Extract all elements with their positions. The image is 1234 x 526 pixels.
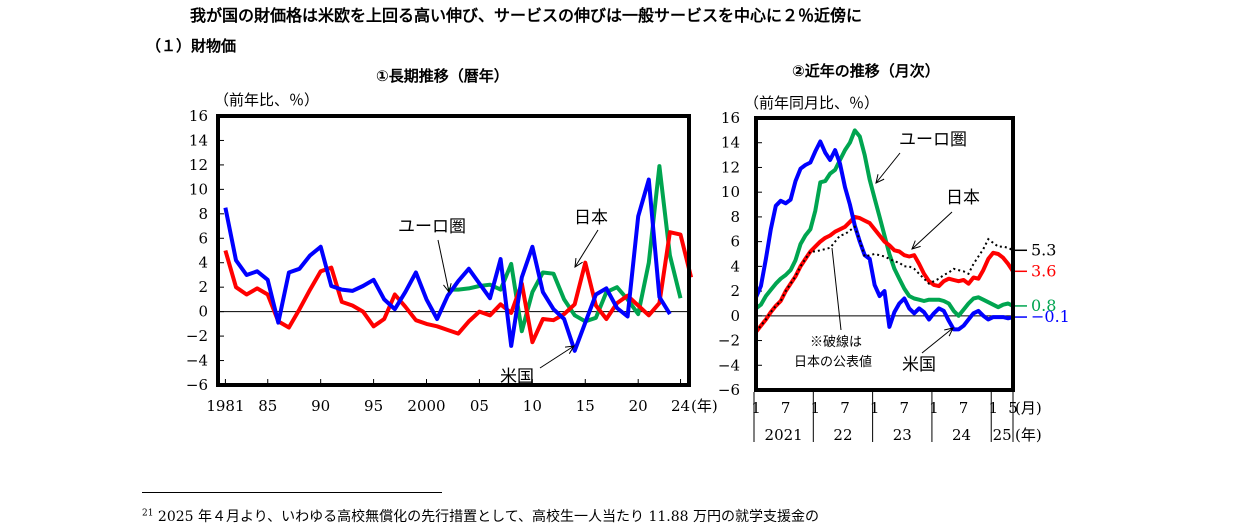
chart1-y-tick-label: 0 <box>198 303 208 321</box>
chart1-unit-label: （前年比、％） <box>214 91 319 109</box>
chart2-y-tick-label: 12 <box>721 158 740 176</box>
chart2-year-label: 25 <box>993 426 1012 444</box>
chart2-latest-label-japan: 3.6 <box>1031 261 1056 280</box>
footnote-text: 2025 年４月より、いわゆる高校無償化の先行措置として、高校生一人当たり 11… <box>157 509 820 525</box>
chart2-y-tick-label: 4 <box>730 257 740 275</box>
chart2-y-tick-label: −2 <box>718 332 740 350</box>
chart2-year-label: 2021 <box>765 426 803 444</box>
chart2-y-tick-label: −4 <box>718 356 740 374</box>
chart1-title: ①長期推移（暦年） <box>376 67 509 85</box>
chart1-frame <box>216 114 691 387</box>
chart1-x-tick-label: 15 <box>576 397 595 415</box>
chart2-japan-arrow <box>911 211 953 250</box>
chart2-month-tick-label: 7 <box>840 399 850 417</box>
chart1-x-unit: (年) <box>691 397 718 415</box>
chart1-y-tick-label: 4 <box>198 254 208 272</box>
chart2-annotation-japan: 日本 <box>946 188 980 208</box>
chart2-month-tick-label: 1 <box>988 399 998 417</box>
chart2-y-tick-label: 16 <box>721 109 740 127</box>
chart1-y-tick-label: 8 <box>198 205 208 223</box>
chart2-annotation-us: 米国 <box>902 355 936 375</box>
chart1-y-tick-label: 2 <box>198 278 208 296</box>
chart1-us-arrow-head <box>565 345 575 354</box>
chart2-month-tick-label: 1 <box>811 399 821 417</box>
chart1-annotation-japan: 日本 <box>574 208 608 228</box>
chart2-us-arrow-head <box>944 327 954 337</box>
chart1-y-tick-label: 10 <box>189 180 208 198</box>
chart1-euro-arrow-head <box>443 283 452 294</box>
chart1-x-tick-label: 05 <box>470 397 489 415</box>
chart2-latest-label-japan_official: 5.3 <box>1031 240 1056 259</box>
footnote-number: 21 <box>142 508 154 519</box>
chart1-japan-arrow <box>574 229 599 268</box>
chart1-x-tick-label: 85 <box>258 397 277 415</box>
chart1-x-tick-label: 24 <box>671 397 690 415</box>
chart2-month-tick-label: 7 <box>781 399 791 417</box>
page-headline: 我が国の財価格は米欧を上回る高い伸び、サービスの伸びは一般サービスを中心に２％近… <box>190 6 863 25</box>
chart1-y-tick-label: 6 <box>198 229 208 247</box>
chart2-month-unit: (月) <box>1015 399 1042 417</box>
chart2-latest-label-euro: 0.8 <box>1031 296 1056 315</box>
section-subhead: （１）財物価 <box>146 37 237 55</box>
footnote-divider <box>142 492 442 493</box>
chart1-series-japan <box>223 230 694 345</box>
chart2-annotation-euro: ユーロ圏 <box>899 130 967 150</box>
chart2-year-unit: (年) <box>1015 426 1042 444</box>
chart2-year-label: 22 <box>833 426 852 444</box>
chart2-y-tick-label: 8 <box>730 208 740 226</box>
chart1-y-tick-label: −2 <box>186 327 208 345</box>
chart1-y-tick-label: 14 <box>189 131 208 149</box>
chart2-y-tick-label: 10 <box>721 183 740 201</box>
chart2-month-tick-label: 7 <box>899 399 909 417</box>
chart2-latest-label-us: −0.1 <box>1031 307 1070 326</box>
chart2-y-tick-label: 2 <box>730 282 740 300</box>
chart2-title: ②近年の推移（月次） <box>792 62 940 80</box>
footnote: 21 2025 年４月より、いわゆる高校無償化の先行措置として、高校生一人当たり… <box>142 506 819 526</box>
chart2-y-tick-label: 14 <box>721 134 740 152</box>
chart2-japan-arrow-head <box>911 240 921 250</box>
chart2-series-japan-official <box>755 225 1014 333</box>
chart1-annotation-euro: ユーロ圏 <box>398 217 466 237</box>
chart2-y-tick-label: −6 <box>718 381 740 399</box>
chart1-x-tick-label: 1981 <box>206 397 244 415</box>
chart1-japan-arrow-head <box>574 257 583 268</box>
chart1-x-tick-label: 2000 <box>407 397 445 415</box>
chart2-year-label: 23 <box>893 426 912 444</box>
chart2-unit-label: （前年同月比、％） <box>744 94 879 112</box>
chart1-series-euro <box>447 164 683 334</box>
chart1-y-tick-label: −6 <box>186 376 208 394</box>
chart1-x-tick-label: 90 <box>311 397 330 415</box>
chart1-euro-arrow <box>437 239 450 293</box>
chart2-frame <box>754 116 1015 392</box>
chart2-euro-arrow-head <box>875 174 885 184</box>
chart1-x-tick-label: 10 <box>523 397 542 415</box>
chart2-month-tick-label: 1 <box>929 399 939 417</box>
chart2-month-tick-label: 1 <box>751 399 761 417</box>
chart1-y-tick-label: −4 <box>186 352 208 370</box>
chart1-y-tick-label: 16 <box>189 107 208 125</box>
chart2-month-tick-label: 1 <box>870 399 880 417</box>
chart2-us-arrow <box>921 327 954 354</box>
chart1-y-tick-label: 12 <box>189 156 208 174</box>
chart2-year-label: 24 <box>952 426 971 444</box>
chart1-us-arrow <box>539 345 575 369</box>
chart1-x-tick-label: 95 <box>364 397 383 415</box>
chart2-note-pointer <box>831 247 842 331</box>
chart2-note-line1: ※破線は <box>810 334 862 350</box>
chart2-y-tick-label: 6 <box>730 233 740 251</box>
chart1-series-us <box>223 177 672 353</box>
chart2-month-tick-label: 7 <box>959 399 969 417</box>
chart2-series-us <box>754 139 1014 332</box>
chart2-series-euro <box>754 128 1014 318</box>
chart2-euro-arrow <box>875 152 901 184</box>
chart1-annotation-us: 米国 <box>500 367 534 387</box>
chart2-note-line2: 日本の公表値 <box>794 354 872 370</box>
chart2-y-tick-label: 0 <box>730 307 740 325</box>
chart1-x-tick-label: 20 <box>629 397 648 415</box>
